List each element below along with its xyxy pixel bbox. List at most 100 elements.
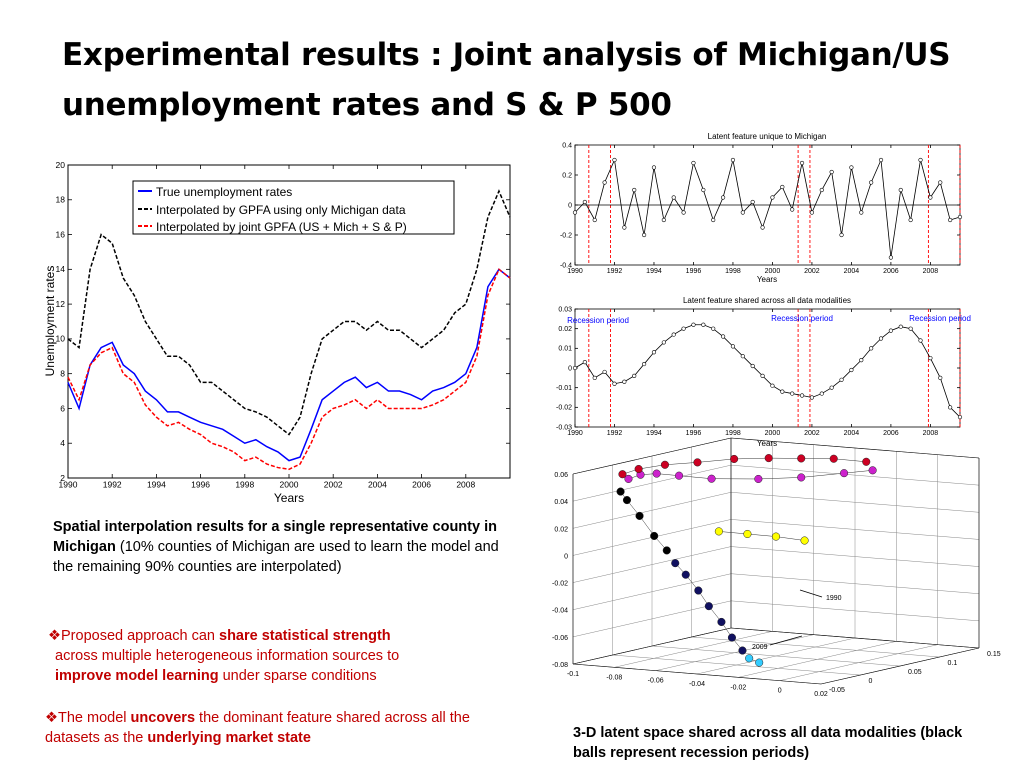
box-edge (572, 627, 732, 665)
bullet1-bold2: improve model learning (55, 668, 219, 684)
main-ylabel: Unemployment rates (43, 266, 57, 377)
x-tick-label: 2000 (765, 430, 781, 437)
main-chart-caption: Spatial interpolation results for a sing… (53, 517, 503, 577)
data-point (869, 180, 874, 185)
unique-title: Latent feature unique to Michigan (708, 132, 827, 141)
data-point (780, 184, 785, 190)
shared-series-group (572, 309, 963, 427)
x-tick-label: 1990 (567, 430, 583, 437)
legend-label-true: True unemployment rates (156, 185, 292, 199)
box-edge (820, 647, 980, 685)
y-tick-label: 4 (60, 438, 65, 448)
x-tick-label: -0.08 (606, 674, 622, 681)
x-tick-label: 2004 (844, 268, 860, 275)
x-tick-label: 1998 (725, 430, 741, 437)
3d-label-1990: 1990 (826, 595, 842, 602)
data-point (740, 354, 745, 359)
bullet-marker-2: ❖ (45, 710, 58, 726)
latent-ball-navy (727, 633, 737, 642)
bullet2-pre: The model (58, 710, 131, 726)
data-point (701, 322, 706, 327)
data-point (720, 334, 726, 339)
y-tick-label: 18 (56, 195, 66, 205)
data-point (661, 340, 666, 345)
series-line-0 (574, 158, 961, 258)
unique-series-group (572, 145, 963, 265)
x-tick-label: 1998 (235, 480, 254, 490)
data-point (799, 393, 805, 398)
latent-ball-black (622, 496, 632, 505)
y-tick-label: 20 (56, 160, 66, 170)
data-point (819, 187, 824, 193)
box-edge (572, 663, 822, 685)
latent-ball-yellow (771, 532, 781, 541)
data-point (681, 210, 686, 215)
latent-ball-red (634, 464, 643, 474)
z-tick-label: 0.06 (554, 472, 568, 479)
data-point (948, 217, 953, 223)
y-tick-label: 14 (56, 264, 66, 274)
z-tick-label: 0.04 (554, 499, 568, 506)
latent-ball-red (730, 454, 739, 464)
latent-ball-black (662, 546, 671, 555)
bullet2-bold2: underlying market state (147, 730, 311, 746)
x-tick-label: 2004 (368, 480, 387, 490)
latent-ball-red (862, 457, 871, 466)
y-tick-label: 0.15 (987, 651, 1001, 658)
data-point (622, 225, 627, 230)
x-tick-label: 1992 (607, 268, 623, 275)
data-point (898, 324, 903, 329)
y-tick-label: 8 (60, 369, 65, 379)
data-point (829, 385, 834, 390)
x-tick-label: 1996 (686, 268, 702, 275)
x-tick-label: 0 (778, 688, 782, 695)
x-tick-label: 1996 (686, 430, 702, 437)
data-point (651, 165, 657, 170)
3d-arrow-1990 (799, 589, 823, 598)
y-tick-label: 0 (869, 678, 873, 685)
data-point (928, 195, 933, 200)
x-tick-label: 1992 (103, 480, 122, 490)
y-tick-label: -0.05 (829, 687, 845, 694)
latent-ball-magenta (840, 469, 849, 478)
data-point (790, 391, 795, 396)
data-point (632, 373, 637, 378)
data-point (760, 373, 765, 378)
3d-annotation-1990: 1990 (799, 589, 842, 602)
data-point (878, 336, 884, 341)
unique-xlabel: Years (757, 275, 777, 284)
x-tick-label: 2006 (883, 430, 899, 437)
bullet-uncovers: ❖The model uncovers the dominant feature… (45, 708, 515, 748)
x-tick-label: 2008 (456, 480, 475, 490)
x-tick-label: 2006 (883, 268, 899, 275)
3d-label-2009: 2009 (752, 644, 768, 651)
x-tick-label: 0.02 (814, 691, 828, 698)
data-point (602, 180, 607, 185)
caption-bold: Spatial interpolation results for a sing… (53, 519, 497, 555)
data-point (908, 217, 913, 223)
unique-axis-ticks: 1990 1992 1994 1996 1998 2000 2002 2004 2006 2008… (560, 142, 960, 275)
y-tick-label: 0.01 (558, 346, 572, 353)
data-point (918, 338, 923, 343)
data-point (859, 358, 864, 363)
data-point (938, 375, 943, 380)
latent-ball-black (616, 487, 625, 496)
latent-ball-red (693, 458, 702, 467)
x-tick-label: 1998 (725, 268, 741, 275)
x-tick-label: -0.06 (648, 678, 664, 685)
bullet2-mid: the dominant feature shared across all t… (45, 710, 470, 746)
y-tick-label: 0.02 (558, 326, 572, 333)
latent-ball-red (764, 454, 773, 463)
latent-ball-cyan (755, 658, 764, 667)
data-point (602, 369, 607, 375)
data-point (572, 210, 578, 215)
trajectory-segment-4 (718, 531, 805, 541)
data-point (612, 381, 617, 386)
data-point (849, 165, 854, 170)
data-point (691, 160, 696, 166)
series-line-2 (67, 268, 511, 471)
data-point (888, 255, 893, 260)
x-tick-label: 2008 (923, 430, 939, 437)
bullet1-bold1: share statistical strength (219, 628, 391, 644)
latent-ball-magenta (797, 473, 806, 482)
